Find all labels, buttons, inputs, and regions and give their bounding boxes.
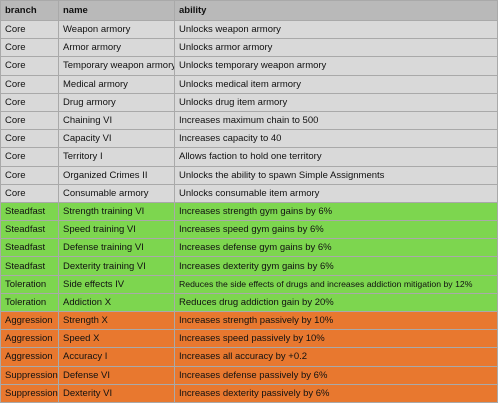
branch-cell: Core [0,38,59,58]
branch-cell: Core [0,165,59,185]
name-cell: Consumable armory [58,183,175,203]
table-row: Core Weapon armory Unlocks weapon armory [0,19,498,40]
name-cell: Side effects IV [58,274,175,294]
branch-cell: Core [0,110,59,131]
name-cell: Dexterity VI [58,383,175,403]
ability-cell: Increases maximum chain to 500 [174,110,498,131]
table-row: Core Organized Crimes II Unlocks the abili… [0,165,498,185]
branch-cell: Aggression [0,347,59,367]
ability-cell: Increases defense gym gains by 6% [174,238,498,258]
name-cell: Addiction X [58,292,175,313]
name-cell: Drug armory [58,92,175,112]
branch-cell: Core [0,74,59,94]
column-header: name [58,0,175,21]
branch-cell: Steadfast [0,201,59,222]
name-cell: Accuracy I [58,347,175,367]
branch-cell: Core [0,147,59,167]
branch-cell: Core [0,56,59,76]
table-row: Toleration Side effects IV Reduces the sid… [0,274,498,294]
name-cell: Speed X [58,329,175,349]
name-cell: Weapon armory [58,19,175,40]
table-row: Steadfast Dexterity training VI Increases … [0,256,498,276]
branch-cell: Aggression [0,329,59,349]
column-header: ability [174,0,498,21]
table-row: Core Medical armory Unlocks medical item a… [0,74,498,94]
column-header: branch [0,0,59,21]
table-body: Core Weapon armory Unlocks weapon armory Co… [0,19,498,403]
ability-cell: Reduces the side effects of drugs and in… [174,274,498,294]
ability-cell: Increases strength passively by 10% [174,310,498,331]
branch-cell: Suppression [0,365,59,385]
table-row: Toleration Addiction X Reduces drug addict… [0,292,498,313]
header-row: branch name ability [0,0,498,21]
name-cell: Armor armory [58,38,175,58]
table-row: Core Consumable armory Unlocks consumable … [0,183,498,203]
ability-cell: Unlocks the ability to spawn Simple Assi… [174,165,498,185]
branch-cell: Steadfast [0,220,59,240]
table-row: Core Territory I Allows faction to hold on… [0,147,498,167]
branch-cell: Toleration [0,292,59,313]
branch-cell: Core [0,92,59,112]
table-row: Steadfast Strength training VI Increases s… [0,201,498,222]
table-row: Core Armor armory Unlocks armor armory [0,38,498,58]
branch-cell: Core [0,19,59,40]
table-row: Core Temporary weapon armory Unlocks tempo… [0,56,498,76]
ability-cell: Unlocks temporary weapon armory [174,56,498,76]
table-row: Aggression Accuracy I Increases all accura… [0,347,498,367]
name-cell: Dexterity training VI [58,256,175,276]
name-cell: Defense training VI [58,238,175,258]
ability-cell: Increases capacity to 40 [174,129,498,149]
name-cell: Chaining VI [58,110,175,131]
ability-cell: Increases speed gym gains by 6% [174,220,498,240]
branch-cell: Aggression [0,310,59,331]
branch-cell: Steadfast [0,256,59,276]
name-cell: Capacity VI [58,129,175,149]
ability-cell: Reduces drug addiction gain by 20% [174,292,498,313]
table-row: Aggression Strength X Increases strength p… [0,310,498,331]
name-cell: Organized Crimes II [58,165,175,185]
branch-cell: Steadfast [0,238,59,258]
branch-cell: Toleration [0,274,59,294]
name-cell: Medical armory [58,74,175,94]
name-cell: Strength training VI [58,201,175,222]
table-row: Core Chaining VI Increases maximum chain t… [0,110,498,131]
table-row: Suppression Dexterity VI Increases dexteri… [0,383,498,403]
branch-cell: Suppression [0,383,59,403]
branch-cell: Core [0,129,59,149]
ability-cell: Allows faction to hold one territory [174,147,498,167]
name-cell: Territory I [58,147,175,167]
name-cell: Strength X [58,310,175,331]
ability-cell: Increases defense passively by 6% [174,365,498,385]
ability-cell: Increases all accuracy by +0.2 [174,347,498,367]
table-row: Steadfast Defense training VI Increases de… [0,238,498,258]
table-row: Suppression Defense VI Increases defense p… [0,365,498,385]
table-row: Aggression Speed X Increases speed passive… [0,329,498,349]
ability-cell: Increases speed passively by 10% [174,329,498,349]
ability-cell: Increases dexterity gym gains by 6% [174,256,498,276]
name-cell: Defense VI [58,365,175,385]
table-row: Steadfast Speed training VI Increases spee… [0,220,498,240]
ability-cell: Increases strength gym gains by 6% [174,201,498,222]
ability-cell: Unlocks weapon armory [174,19,498,40]
ability-cell: Unlocks drug item armory [174,92,498,112]
branch-cell: Core [0,183,59,203]
name-cell: Temporary weapon armory [58,56,175,76]
ability-cell: Unlocks medical item armory [174,74,498,94]
table-row: Core Capacity VI Increases capacity to 40 [0,129,498,149]
ability-cell: Increases dexterity passively by 6% [174,383,498,403]
name-cell: Speed training VI [58,220,175,240]
ability-cell: Unlocks armor armory [174,38,498,58]
ability-cell: Unlocks consumable item armory [174,183,498,203]
table-row: Core Drug armory Unlocks drug item armory [0,92,498,112]
